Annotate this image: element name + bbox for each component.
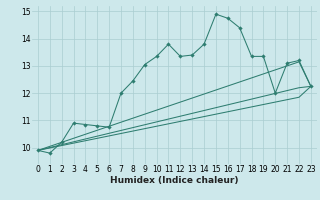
X-axis label: Humidex (Indice chaleur): Humidex (Indice chaleur) — [110, 176, 239, 185]
